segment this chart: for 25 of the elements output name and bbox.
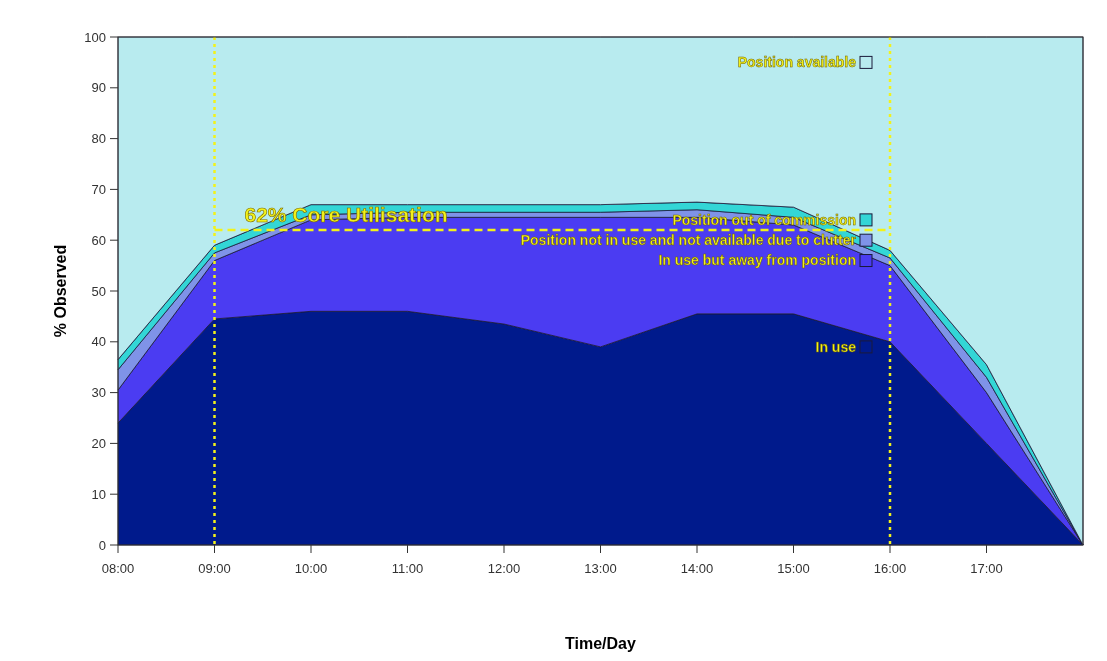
x-tick-label: 15:00	[777, 561, 810, 576]
y-tick-label: 70	[91, 181, 106, 197]
y-tick-label: 100	[84, 29, 106, 45]
x-tick-label: 09:00	[198, 561, 231, 576]
x-tick-label: 08:00	[101, 561, 135, 576]
y-tick-label: 60	[91, 232, 106, 248]
x-tick-label: 13:00	[584, 561, 617, 576]
y-tick-label: 90	[91, 80, 106, 96]
y-tick-label: 80	[91, 131, 106, 147]
x-axis-title: Time/Day	[565, 635, 637, 652]
y-tick-label: 20	[91, 435, 106, 451]
legend-label: Position available	[737, 54, 857, 71]
y-tick-label: 40	[91, 334, 106, 350]
y-axis-title: % Observed	[52, 244, 69, 338]
y-tick-label: 30	[91, 385, 106, 401]
x-tick-label: 11:00	[391, 561, 424, 576]
x-tick-label: 12:00	[487, 561, 521, 576]
y-tick-label: 0	[98, 537, 106, 553]
x-tick-label: 10:00	[294, 561, 328, 576]
x-tick-label: 14:00	[680, 561, 714, 576]
y-tick-label: 50	[91, 283, 106, 299]
x-tick-label: 17:00	[970, 561, 1003, 576]
x-tick-label: 16:00	[873, 561, 907, 576]
legend-label: In use but away from position	[658, 252, 856, 269]
y-tick-label: 10	[91, 486, 106, 502]
